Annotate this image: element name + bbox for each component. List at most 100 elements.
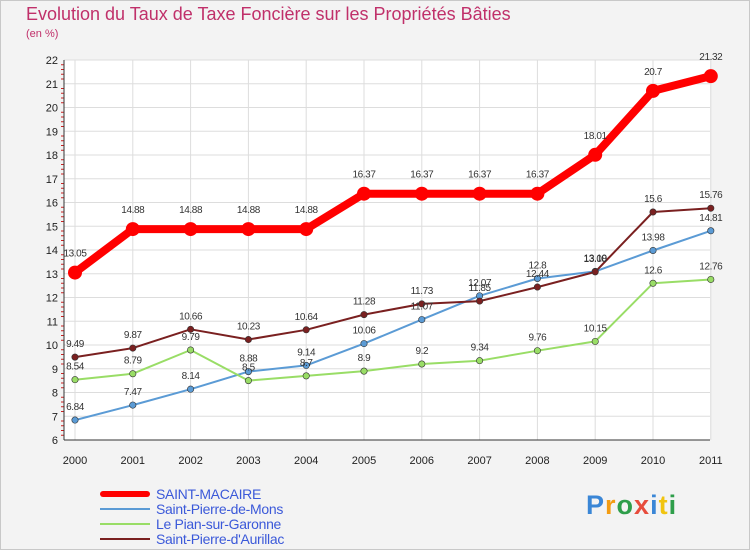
data-point [418,360,426,368]
series-points [68,69,718,424]
data-point [707,227,715,235]
data-label: 7.47 [124,387,143,398]
series-line-3 [74,207,712,359]
data-label: 14.88 [179,205,203,216]
data-point [357,186,371,201]
data-label: 10.15 [584,323,608,334]
legend-swatch [100,537,150,540]
y-tick-label: 6 [52,435,58,447]
unit-label: (en %) [26,28,59,40]
logo-letter: o [616,490,635,520]
logo-letter: i [650,490,659,520]
data-label: 15.76 [699,190,723,201]
data-point [244,377,252,385]
legend: SAINT-MACAIRE Saint-Pierre-de-Mons Le Pi… [100,486,285,547]
y-tick-label: 8 [52,388,58,400]
data-label: 9.79 [182,332,201,343]
data-label: 8.7 [300,358,314,369]
data-label: 9.49 [66,339,85,350]
series-line-2 [74,278,712,382]
legend-label: Saint-Pierre-d'Aurillac [156,530,285,547]
series-line-1 [74,229,712,422]
data-point [71,416,79,424]
series-lines [71,72,715,422]
data-label: 20.7 [644,67,663,78]
data-point [533,274,541,282]
data-label: 8.5 [242,363,256,374]
x-tick-label: 2001 [121,455,145,467]
data-point [707,204,715,212]
data-label: 9.34 [471,343,490,354]
data-point [302,326,310,334]
y-tick-label: 9 [52,364,58,376]
data-point [71,353,79,361]
data-label: 14.88 [121,205,145,216]
data-label: 13.98 [641,232,665,243]
legend-swatch [100,490,150,497]
data-label: 10.64 [295,312,319,323]
y-tick-label: 21 [46,79,58,91]
data-point [530,186,545,201]
data-label: 13.10 [584,253,608,264]
data-point [418,316,426,324]
y-tick-label: 19 [46,126,58,138]
proxiti-logo: Proxiti [586,490,677,521]
legend-item-saint-pierre-d-aurillac: Saint-Pierre-d'Aurillac [100,530,285,547]
series-line-0 [71,72,715,277]
y-tick-label: 18 [46,150,58,162]
data-label: 9.14 [297,347,316,358]
data-label: 10.66 [179,311,203,322]
data-point [129,344,137,352]
x-tick-label: 2000 [63,455,87,467]
data-label: 13.05 [63,249,87,260]
y-tick-label: 15 [46,221,58,233]
y-tick-label: 10 [46,340,58,352]
y-tick-label: 12 [46,293,58,305]
data-point [476,357,484,365]
data-label: 10.06 [352,326,376,337]
data-label: 15.6 [644,194,663,205]
data-point [244,368,252,376]
data-label: 12.6 [644,265,663,276]
data-point [649,279,657,287]
data-label: 11.28 [353,297,376,308]
data-label: 11.07 [411,302,434,313]
data-point [360,311,368,319]
legend-label: Saint-Pierre-de-Mons [156,500,284,517]
y-tick-label: 7 [52,411,58,423]
logo-letter: x [634,490,651,520]
data-label: 12.76 [699,261,723,272]
data-labels: 13.05 14.88 14.88 14.88 14.88 16.37 16.37 16.37… [63,52,723,413]
legend-swatch [100,507,150,510]
x-tick-label: 2007 [467,455,491,467]
data-label: 12.8 [528,261,547,272]
y-tick-label: 20 [46,103,58,115]
data-label: 8.88 [239,354,258,365]
data-label: 14.88 [295,205,319,216]
x-tick-label: 2002 [178,455,202,467]
legend-item-le-pian-sur-garonne: Le Pian-sur-Garonne [100,516,284,532]
x-tick-label: 2005 [352,455,376,467]
legend-swatch [100,522,150,525]
data-point [360,340,368,348]
data-label: 10.23 [237,322,261,333]
tick-labels: 6 7 8 9 10 11 12 13 14 15 16 17 18 19 20 21 22 2000 2001 20… [46,55,723,467]
x-tick-label: 2004 [294,455,318,467]
data-label: 14.81 [699,213,723,224]
data-label: 13.08 [584,254,608,265]
y-tick-label: 13 [46,269,58,281]
data-point [241,222,256,237]
data-point [244,336,252,344]
line-chart: 6 7 8 9 10 11 12 13 14 15 16 17 18 19 20 21 22 2000 2001 20… [46,52,724,467]
data-label: 9.2 [415,346,429,357]
data-point [302,372,310,380]
data-point [187,385,195,393]
data-label: 8.79 [124,356,143,367]
legend-item-saint-macaire: SAINT-MACAIRE [100,486,284,502]
data-point [591,268,599,276]
logo-letter: P [586,490,606,520]
data-label: 21.32 [699,52,723,63]
data-label: 8.9 [358,353,372,364]
data-label: 9.76 [528,333,547,344]
legend-item-saint-pierre-de-mons: Saint-Pierre-de-Mons [100,500,284,517]
